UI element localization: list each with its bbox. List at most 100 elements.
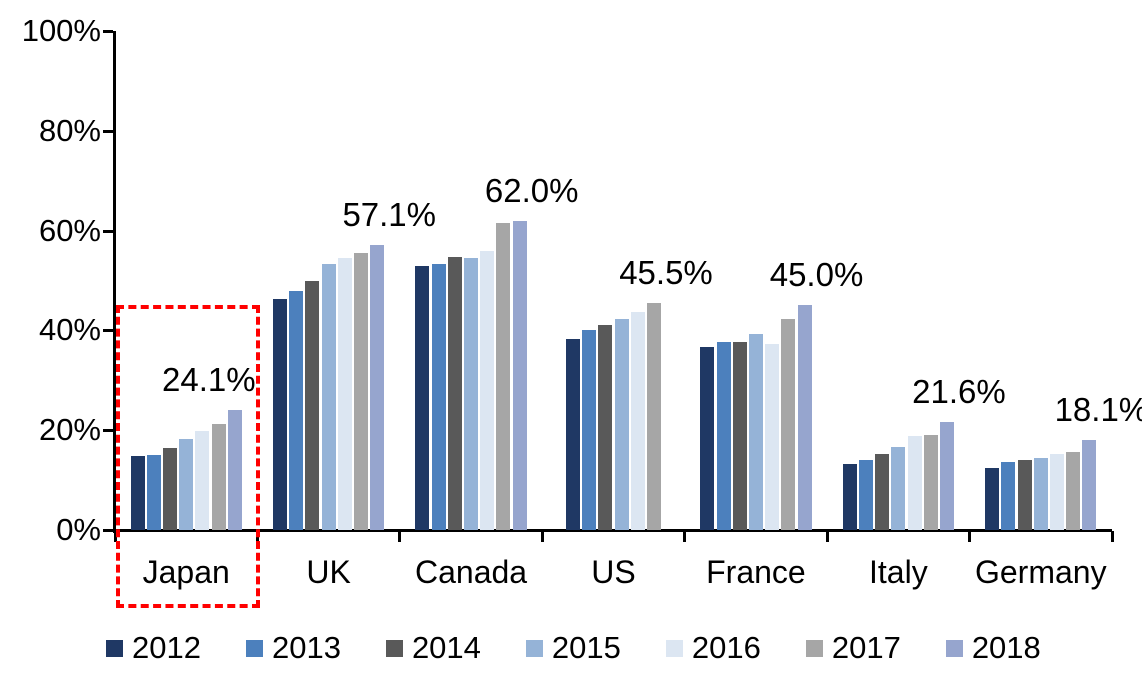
y-axis-tick-label: 60% [38,212,101,248]
legend-label-2018: 2018 [971,630,1041,665]
bar-us-2014 [598,324,613,530]
legend-label-2016: 2016 [691,630,761,665]
legend-item-2014: 2014 [385,630,481,665]
bar-uk-2015 [321,264,336,530]
category-label-germany: Germany [974,554,1107,590]
bar-japan-2013 [146,455,161,530]
bar-uk-2017 [354,252,369,530]
bar-canada-2016 [480,250,495,530]
bar-us-2012 [566,339,580,530]
legend-item-2016: 2016 [665,630,761,665]
bar-us-2015 [614,319,629,530]
category-label-italy: Italy [869,554,928,590]
bar-canada-2013 [431,264,446,530]
y-axis-tick-label: 0% [56,512,101,547]
legend: 2012 2013 2014 2015 2016 2017 2018 [106,631,1086,665]
legend-swatch-2015 [525,639,543,657]
bar-uk-2018 [370,245,385,530]
y-axis-tick-label: 20% [38,412,101,448]
bar-uk-2014 [305,280,320,530]
legend-swatch-2014 [385,639,403,657]
bar-japan-2016 [195,430,210,530]
data-label-japan: 24.1% [162,360,256,398]
category-label-france: France [706,554,806,590]
x-axis-tick [683,531,687,542]
x-axis-tick [255,531,259,542]
bar-us-2016 [630,311,645,530]
legend-swatch-2017 [805,639,823,657]
legend-item-2015: 2015 [525,630,621,665]
bar-canada-2012 [415,265,430,530]
data-label-germany: 18.1% [1054,390,1142,428]
x-axis-tick [398,531,402,542]
y-axis-line [113,31,116,533]
bar-japan-2015 [179,439,194,530]
bar-france-2017 [781,318,796,530]
bar-germany-2017 [1066,452,1081,530]
y-axis-tick [103,129,113,133]
x-axis-tick [540,531,544,542]
legend-swatch-2016 [665,639,683,657]
bar-france-2014 [732,342,747,530]
data-label-us: 45.5% [619,253,713,291]
legend-swatch-2012 [106,639,123,657]
bar-canada-2014 [447,256,462,530]
bar-germany-2014 [1017,460,1032,530]
y-axis-tick [103,229,113,233]
x-axis-tick [825,531,829,542]
bar-france-2013 [716,341,731,530]
y-axis-tick [103,429,113,433]
bar-france-2016 [765,343,780,530]
y-axis-tick-label: 100% [21,13,101,48]
legend-label-2014: 2014 [411,630,481,665]
legend-label-2017: 2017 [831,630,901,665]
bar-france-2015 [748,334,763,530]
legend-item-2018: 2018 [945,630,1041,665]
bar-italy-2013 [858,459,873,530]
data-label-france: 45.0% [769,256,864,294]
category-label-us: US [591,554,636,590]
legend-label-2015: 2015 [551,630,621,665]
bar-japan-2017 [211,424,226,530]
legend-label-2012: 2012 [132,630,201,665]
x-axis-tick [113,531,117,542]
x-axis-line [113,529,1112,532]
category-label-canada: Canada [415,554,528,590]
bar-italy-2016 [907,435,922,530]
bar-us-2013 [582,329,597,530]
bar-uk-2016 [337,258,352,530]
bar-japan-2018 [227,409,242,530]
bar-canada-2018 [512,220,527,530]
bar-canada-2017 [496,223,511,530]
category-label-japan: Japan [142,554,230,590]
y-axis-tick-label: 80% [38,112,101,148]
bar-france-2018 [797,305,812,530]
bar-uk-2012 [273,299,288,530]
data-label-italy: 21.6% [912,373,1006,411]
x-axis-tick [968,531,972,542]
y-axis-tick [103,30,113,33]
bar-japan-2014 [163,447,177,530]
bar-canada-2015 [464,258,479,530]
y-axis-tick-label: 40% [38,312,101,348]
y-axis-tick [103,529,113,532]
data-label-canada: 62.0% [484,171,579,209]
data-label-uk: 57.1% [342,196,437,234]
y-axis-tick [103,329,113,333]
legend-item-2012: 2012 [106,631,201,665]
bar-uk-2013 [289,291,304,530]
bar-italy-2018 [939,422,954,530]
legend-swatch-2018 [945,639,963,657]
bar-japan-2012 [130,456,145,530]
bar-germany-2018 [1082,439,1097,530]
legend-item-2017: 2017 [805,630,901,665]
bar-us-2017 [647,302,661,530]
legend-swatch-2013 [245,639,263,657]
category-label-uk: UK [306,554,351,590]
bar-germany-2013 [1001,461,1016,530]
bar-italy-2015 [891,446,906,530]
legend-item-2013: 2013 [245,631,341,665]
bar-france-2012 [700,347,715,530]
bar-italy-2017 [923,434,938,530]
